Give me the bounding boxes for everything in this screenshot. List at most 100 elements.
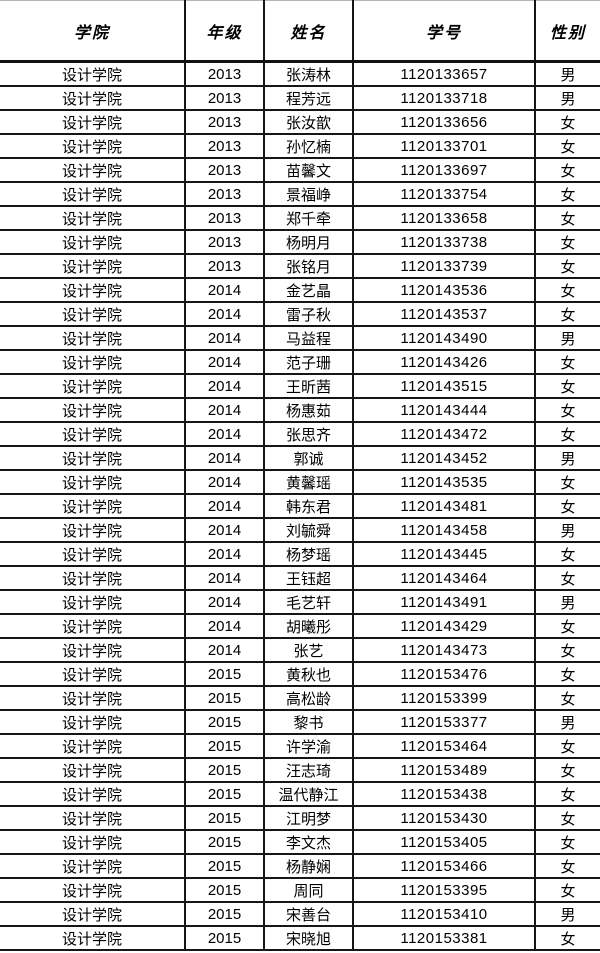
cell-college: 设计学院 <box>0 686 185 711</box>
cell-name: 宋晓旭 <box>263 926 353 951</box>
cell-student-id: 1120153464 <box>352 734 535 759</box>
cell-name: 江明梦 <box>263 806 353 831</box>
cell-student-id: 1120143445 <box>352 542 535 567</box>
cell-grade: 2014 <box>184 590 264 615</box>
cell-college: 设计学院 <box>0 590 185 615</box>
cell-name: 高松龄 <box>263 686 353 711</box>
col-header-name: 姓名 <box>263 0 353 63</box>
cell-name: 马益程 <box>263 326 353 351</box>
cell-gender: 女 <box>534 278 600 303</box>
table-row: 设计学院 2014 杨梦瑶 1120143445 女 <box>0 542 600 567</box>
cell-student-id: 1120153430 <box>352 806 535 831</box>
cell-gender: 女 <box>534 926 600 951</box>
cell-gender: 男 <box>534 86 600 111</box>
col-header-grade: 年级 <box>184 0 264 63</box>
cell-name: 宋善台 <box>263 902 353 927</box>
cell-name: 刘毓舜 <box>263 518 353 543</box>
cell-gender: 女 <box>534 134 600 159</box>
cell-name: 张汝歆 <box>263 110 353 135</box>
cell-college: 设计学院 <box>0 422 185 447</box>
cell-name: 温代静江 <box>263 782 353 807</box>
cell-gender: 男 <box>534 326 600 351</box>
cell-student-id: 1120143444 <box>352 398 535 423</box>
cell-student-id: 1120153381 <box>352 926 535 951</box>
cell-gender: 男 <box>534 590 600 615</box>
cell-college: 设计学院 <box>0 518 185 543</box>
cell-gender: 男 <box>534 518 600 543</box>
cell-gender: 女 <box>534 494 600 519</box>
table-row: 设计学院 2015 黎书 1120153377 男 <box>0 710 600 735</box>
cell-college: 设计学院 <box>0 566 185 591</box>
cell-college: 设计学院 <box>0 902 185 927</box>
table-row: 设计学院 2015 汪志琦 1120153489 女 <box>0 758 600 783</box>
cell-college: 设计学院 <box>0 86 185 111</box>
cell-gender: 女 <box>534 854 600 879</box>
table-row: 设计学院 2013 苗馨文 1120133697 女 <box>0 158 600 183</box>
cell-grade: 2013 <box>184 230 264 255</box>
table-row: 设计学院 2015 周同 1120153395 女 <box>0 878 600 903</box>
cell-grade: 2014 <box>184 278 264 303</box>
cell-student-id: 1120143515 <box>352 374 535 399</box>
cell-gender: 女 <box>534 110 600 135</box>
table-row: 设计学院 2014 黄馨瑶 1120143535 女 <box>0 470 600 495</box>
cell-college: 设计学院 <box>0 638 185 663</box>
table-row: 设计学院 2015 高松龄 1120153399 女 <box>0 686 600 711</box>
table-row: 设计学院 2014 韩东君 1120143481 女 <box>0 494 600 519</box>
cell-college: 设计学院 <box>0 254 185 279</box>
cell-grade: 2015 <box>184 878 264 903</box>
table-row: 设计学院 2014 雷子秋 1120143537 女 <box>0 302 600 327</box>
cell-name: 杨惠茹 <box>263 398 353 423</box>
cell-gender: 男 <box>534 710 600 735</box>
cell-college: 设计学院 <box>0 614 185 639</box>
cell-grade: 2013 <box>184 61 264 87</box>
cell-student-id: 1120153476 <box>352 662 535 687</box>
table-row: 设计学院 2015 黄秋也 1120153476 女 <box>0 662 600 687</box>
cell-college: 设计学院 <box>0 182 185 207</box>
cell-student-id: 1120133701 <box>352 134 535 159</box>
cell-gender: 女 <box>534 614 600 639</box>
cell-student-id: 1120143473 <box>352 638 535 663</box>
cell-student-id: 1120153438 <box>352 782 535 807</box>
cell-grade: 2014 <box>184 542 264 567</box>
cell-grade: 2015 <box>184 902 264 927</box>
cell-name: 杨静娴 <box>263 854 353 879</box>
cell-student-id: 1120143452 <box>352 446 535 471</box>
table-row: 设计学院 2013 张涛林 1120133657 男 <box>0 61 600 87</box>
cell-grade: 2013 <box>184 206 264 231</box>
cell-grade: 2014 <box>184 638 264 663</box>
cell-gender: 女 <box>534 542 600 567</box>
cell-gender: 女 <box>534 758 600 783</box>
cell-grade: 2014 <box>184 566 264 591</box>
cell-gender: 女 <box>534 350 600 375</box>
cell-student-id: 1120143429 <box>352 614 535 639</box>
cell-grade: 2014 <box>184 422 264 447</box>
table-row: 设计学院 2013 张汝歆 1120133656 女 <box>0 110 600 135</box>
cell-gender: 女 <box>534 302 600 327</box>
table-row: 设计学院 2014 王钰超 1120143464 女 <box>0 566 600 591</box>
cell-college: 设计学院 <box>0 806 185 831</box>
table-row: 设计学院 2014 马益程 1120143490 男 <box>0 326 600 351</box>
cell-grade: 2015 <box>184 734 264 759</box>
cell-student-id: 1120143472 <box>352 422 535 447</box>
cell-student-id: 1120153489 <box>352 758 535 783</box>
cell-student-id: 1120153377 <box>352 710 535 735</box>
cell-grade: 2014 <box>184 614 264 639</box>
cell-college: 设计学院 <box>0 470 185 495</box>
table-row: 设计学院 2014 张思齐 1120143472 女 <box>0 422 600 447</box>
cell-grade: 2015 <box>184 710 264 735</box>
col-header-student-id: 学号 <box>352 0 535 63</box>
cell-college: 设计学院 <box>0 494 185 519</box>
cell-name: 胡曦彤 <box>263 614 353 639</box>
cell-name: 郑千牵 <box>263 206 353 231</box>
table-row: 设计学院 2014 刘毓舜 1120143458 男 <box>0 518 600 543</box>
cell-gender: 男 <box>534 902 600 927</box>
cell-grade: 2014 <box>184 326 264 351</box>
cell-student-id: 1120143536 <box>352 278 535 303</box>
cell-grade: 2013 <box>184 182 264 207</box>
cell-name: 韩东君 <box>263 494 353 519</box>
cell-grade: 2014 <box>184 494 264 519</box>
cell-college: 设计学院 <box>0 350 185 375</box>
cell-gender: 女 <box>534 638 600 663</box>
cell-grade: 2015 <box>184 758 264 783</box>
cell-student-id: 1120133656 <box>352 110 535 135</box>
